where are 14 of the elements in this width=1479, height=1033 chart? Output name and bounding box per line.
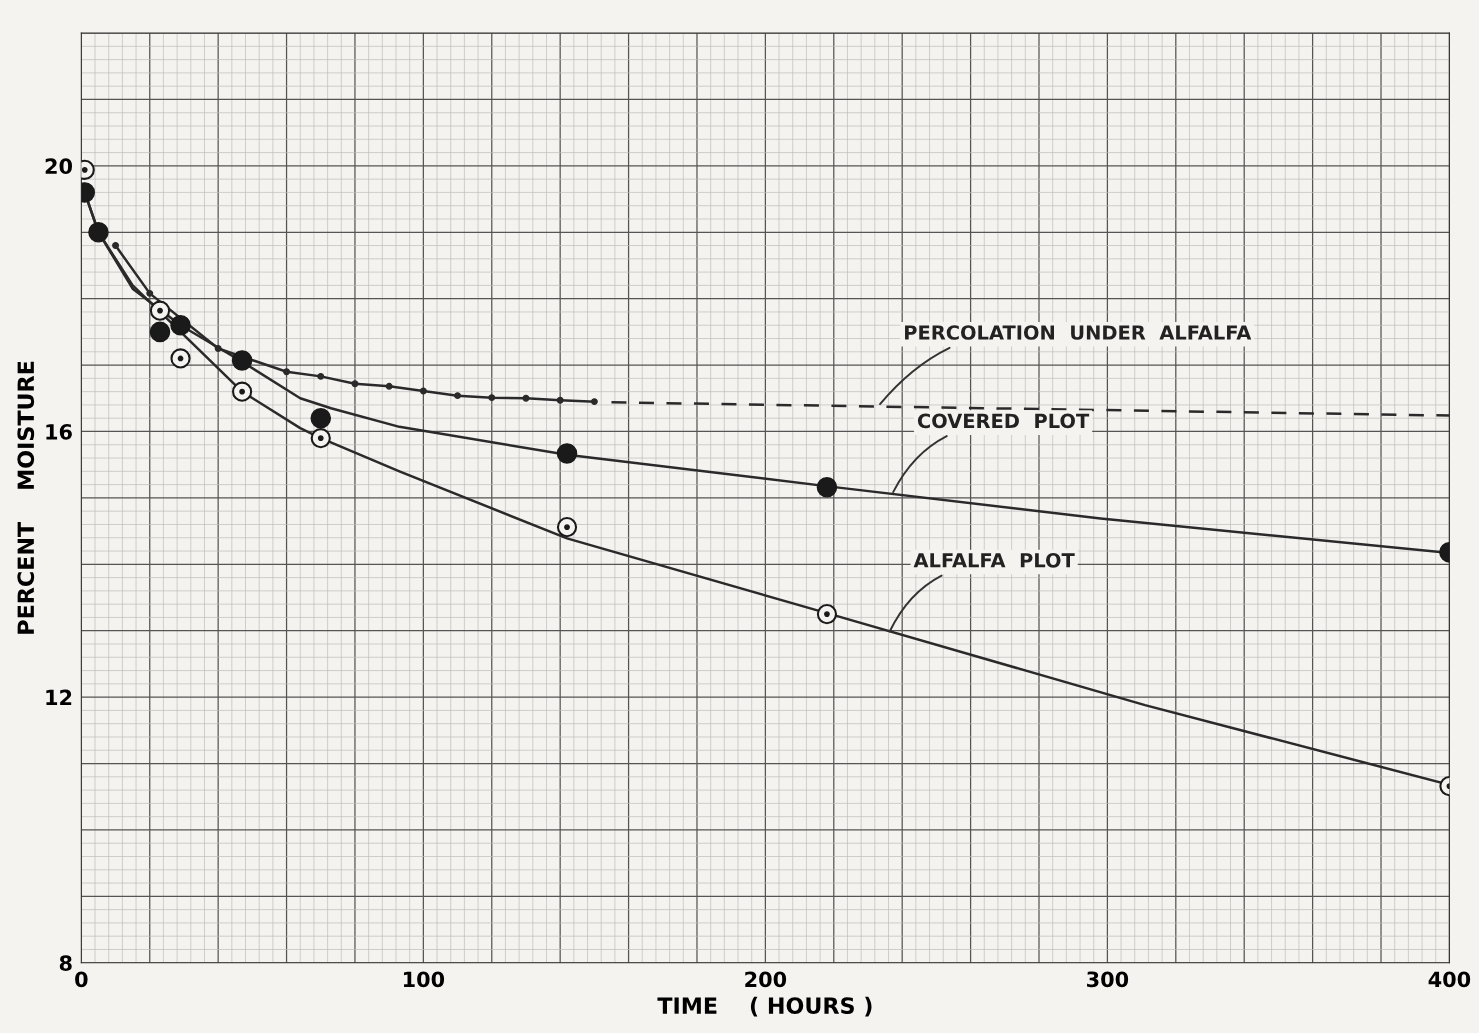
y-tick-label: 16 [46, 423, 72, 440]
annotation: ALFALFA PLOT [913, 552, 1075, 568]
x-tick-label: 300 [1087, 971, 1129, 988]
y-axis-title: PERCENT MOISTURE [17, 361, 35, 634]
x-tick-label: 100 [403, 971, 445, 988]
x-axis-title: TIME ( HOURS ) [657, 996, 872, 1017]
annotation: PERCOLATION UNDER ALFALFA [905, 325, 1252, 340]
y-tick-label: 8 [59, 955, 72, 971]
y-tick-label: 20 [45, 158, 73, 175]
x-tick-label: 400 [1428, 971, 1471, 988]
annotation: COVERED PLOT [917, 413, 1090, 429]
x-tick-label: 200 [745, 971, 787, 988]
y-tick-label: 12 [46, 689, 72, 706]
x-tick-label: 0 [75, 971, 88, 988]
